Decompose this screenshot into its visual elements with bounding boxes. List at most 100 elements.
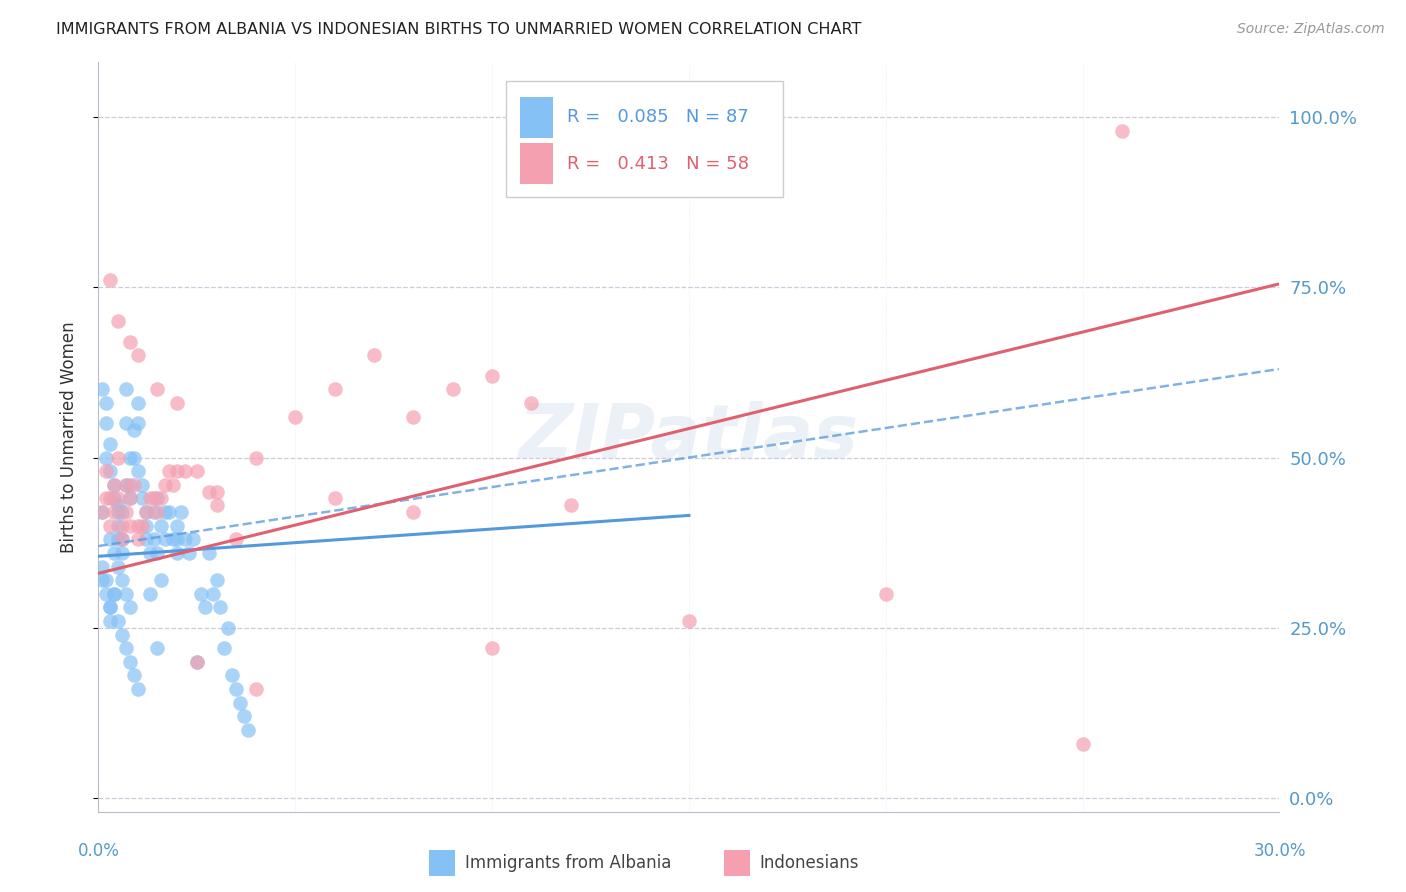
Point <box>103 491 125 506</box>
Point <box>118 491 141 506</box>
Point <box>98 614 121 628</box>
Point <box>875 587 897 601</box>
Point <box>284 409 307 424</box>
Point <box>98 533 121 547</box>
Point <box>162 477 184 491</box>
Point <box>103 546 125 560</box>
Point <box>96 573 118 587</box>
Point <box>225 682 247 697</box>
Point <box>157 505 180 519</box>
Point <box>166 396 188 410</box>
Point <box>166 464 188 478</box>
Point <box>118 600 141 615</box>
Point <box>103 477 125 491</box>
FancyBboxPatch shape <box>429 849 456 876</box>
Text: IMMIGRANTS FROM ALBANIA VS INDONESIAN BIRTHS TO UNMARRIED WOMEN CORRELATION CHAR: IMMIGRANTS FROM ALBANIA VS INDONESIAN BI… <box>56 22 862 37</box>
Point <box>96 450 118 465</box>
Point <box>115 477 138 491</box>
Point <box>135 518 157 533</box>
FancyBboxPatch shape <box>724 849 751 876</box>
Point <box>157 464 180 478</box>
Text: Indonesians: Indonesians <box>759 854 859 871</box>
Point <box>138 546 160 560</box>
Point <box>181 533 204 547</box>
FancyBboxPatch shape <box>520 96 553 137</box>
Point <box>98 491 121 506</box>
Point <box>481 368 503 383</box>
Point <box>107 505 129 519</box>
Point <box>91 383 114 397</box>
Point <box>186 464 208 478</box>
Point <box>122 450 145 465</box>
Point <box>323 383 346 397</box>
Point <box>115 587 138 601</box>
Y-axis label: Births to Unmarried Women: Births to Unmarried Women <box>59 321 77 553</box>
Point <box>98 600 121 615</box>
Point <box>166 546 188 560</box>
Point <box>107 518 129 533</box>
Point <box>98 437 121 451</box>
Text: 30.0%: 30.0% <box>1253 842 1306 860</box>
Point <box>103 587 125 601</box>
Point <box>142 533 165 547</box>
Point <box>162 533 184 547</box>
Point <box>98 600 121 615</box>
Point <box>103 477 125 491</box>
Text: Source: ZipAtlas.com: Source: ZipAtlas.com <box>1237 22 1385 37</box>
Point <box>402 409 425 424</box>
Point <box>127 518 149 533</box>
Point <box>402 505 425 519</box>
Point <box>135 505 157 519</box>
Point <box>96 464 118 478</box>
Point <box>186 655 208 669</box>
Point <box>91 573 114 587</box>
Point <box>135 533 157 547</box>
Point <box>146 491 169 506</box>
Point <box>107 533 129 547</box>
Point <box>225 533 247 547</box>
Point <box>118 450 141 465</box>
Point <box>1071 737 1094 751</box>
Point <box>127 464 149 478</box>
Point <box>166 518 188 533</box>
Point <box>166 533 188 547</box>
Point <box>205 484 228 499</box>
Point <box>122 477 145 491</box>
Point <box>229 696 252 710</box>
Point <box>91 505 114 519</box>
Point <box>197 484 219 499</box>
Point <box>111 573 134 587</box>
Point <box>146 383 169 397</box>
Point <box>103 505 125 519</box>
Point <box>103 587 125 601</box>
Point <box>138 587 160 601</box>
Point <box>98 518 121 533</box>
Point <box>107 450 129 465</box>
Point <box>155 533 177 547</box>
Point <box>122 423 145 437</box>
Point <box>146 641 169 656</box>
Point <box>481 641 503 656</box>
Point <box>115 505 138 519</box>
Point <box>236 723 259 737</box>
Point <box>131 491 153 506</box>
Point <box>115 477 138 491</box>
Point <box>150 573 173 587</box>
Point <box>115 383 138 397</box>
Point <box>118 518 141 533</box>
Point <box>118 334 141 349</box>
Point <box>98 273 121 287</box>
Point <box>122 668 145 682</box>
Point <box>127 348 149 362</box>
Point <box>91 505 114 519</box>
Point <box>323 491 346 506</box>
Point <box>127 417 149 431</box>
Point <box>115 417 138 431</box>
Point <box>170 505 193 519</box>
Point <box>197 546 219 560</box>
Point <box>150 491 173 506</box>
Point <box>1111 123 1133 137</box>
Point <box>186 655 208 669</box>
Text: Immigrants from Albania: Immigrants from Albania <box>464 854 671 871</box>
Point <box>146 546 169 560</box>
